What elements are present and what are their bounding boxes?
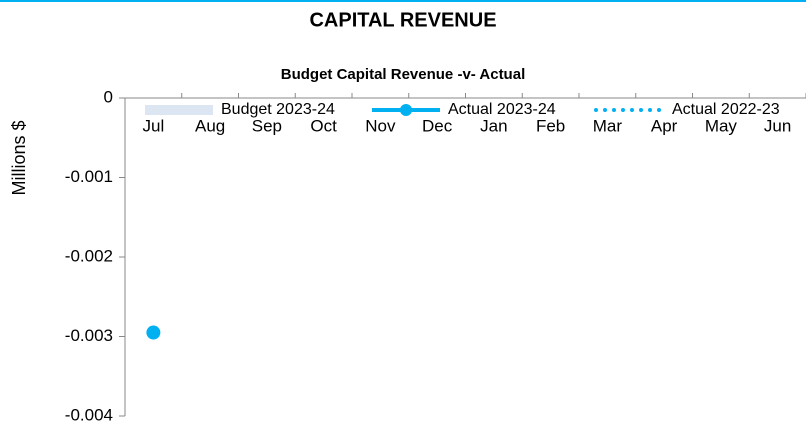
legend-label: Actual 2022-23 (672, 101, 780, 118)
y-tick-label: -0.001 (65, 167, 113, 186)
chart-subtitle: Budget Capital Revenue -v- Actual (281, 66, 525, 83)
x-tick-label: Aug (195, 116, 225, 135)
y-tick-label: -0.003 (65, 326, 113, 345)
legend-label: Actual 2023-24 (448, 101, 556, 118)
x-tick-label: Jul (143, 116, 165, 135)
legend-swatch (145, 105, 213, 115)
chart-title: CAPITAL REVENUE (309, 9, 496, 31)
x-tick-label: Apr (651, 116, 678, 135)
y-tick-label: -0.004 (65, 405, 113, 424)
y-axis-label: Millions $ (9, 120, 29, 195)
series-point (146, 325, 161, 340)
x-tick-label: Mar (593, 116, 623, 135)
x-tick-label: Sep (252, 116, 282, 135)
x-tick-label: Jan (480, 116, 507, 135)
x-tick-label: Dec (422, 116, 453, 135)
y-tick-label: -0.002 (65, 246, 113, 265)
x-tick-label: Oct (310, 116, 337, 135)
x-tick-label: Feb (536, 116, 565, 135)
legend-label: Budget 2023-24 (221, 101, 335, 118)
x-tick-label: Jun (764, 116, 791, 135)
x-tick-label: Nov (365, 116, 396, 135)
x-tick-label: May (705, 116, 738, 135)
legend-marker (400, 104, 412, 116)
y-tick-label: 0 (104, 87, 113, 106)
